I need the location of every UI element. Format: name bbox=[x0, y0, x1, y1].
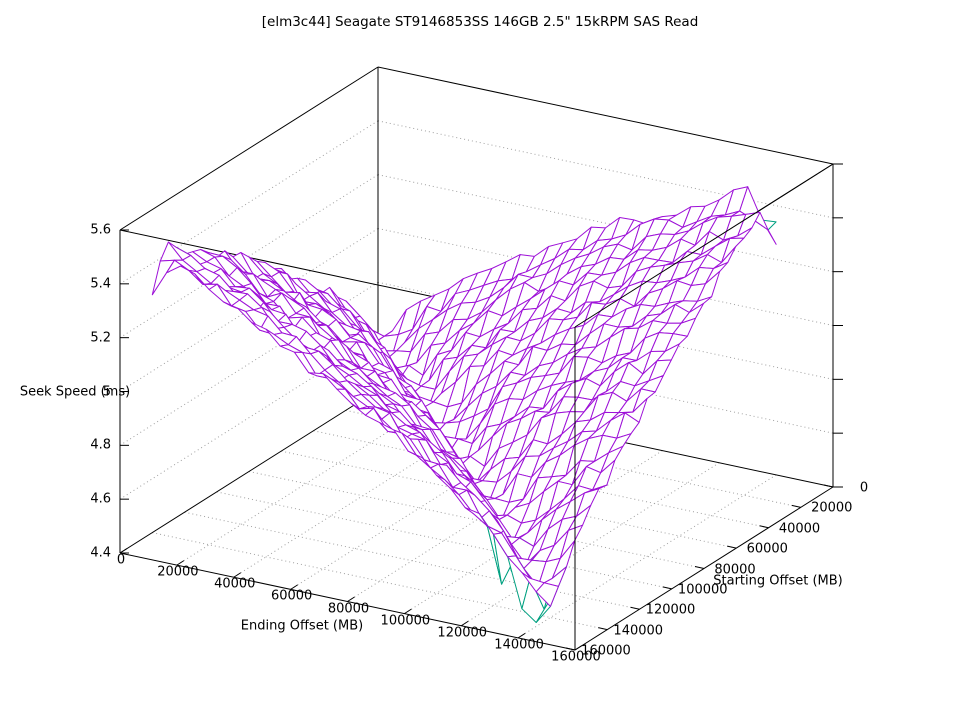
z-axis-label: Seek Speed (ms) bbox=[19, 384, 131, 400]
x-axis-tick-label: 60000 bbox=[270, 588, 313, 604]
y-axis-tick-label: 160000 bbox=[581, 643, 631, 659]
y-axis-tick-label: 60000 bbox=[746, 541, 788, 557]
y-axis-tick-label: 120000 bbox=[645, 602, 696, 618]
x-axis-tick-label: 120000 bbox=[437, 625, 488, 641]
z-axis-tick-label: 4.8 bbox=[90, 437, 111, 453]
y-axis-tick-label: 40000 bbox=[778, 521, 821, 537]
x-axis-label: Ending Offset (MB) bbox=[240, 618, 364, 634]
z-axis-tick-label: 5.4 bbox=[90, 276, 111, 292]
z-axis-tick-label: 5.6 bbox=[90, 222, 111, 238]
x-axis-tick-label: 40000 bbox=[214, 576, 256, 592]
y-axis-tick-label: 80000 bbox=[714, 562, 756, 577]
y-axis-tick-label: 140000 bbox=[613, 623, 664, 639]
z-axis-tick-label: 4.4 bbox=[90, 545, 111, 561]
z-axis-tick-label: 5.2 bbox=[90, 330, 111, 346]
chart-title: [elm3c44] Seagate ST9146853SS 146GB 2.5"… bbox=[261, 14, 699, 30]
x-axis-tick-label: 140000 bbox=[494, 637, 544, 653]
z-axis-tick-label: 4.6 bbox=[90, 491, 111, 507]
y-axis-label: Starting Offset (MB) bbox=[713, 573, 843, 589]
x-axis-tick-label: 160000 bbox=[551, 649, 601, 665]
y-axis-tick-label: 100000 bbox=[677, 582, 728, 598]
x-axis-tick-label: 80000 bbox=[327, 601, 370, 616]
x-axis-tick-label: 100000 bbox=[380, 613, 431, 629]
z-axis-tick-label: 5 bbox=[102, 384, 111, 399]
y-axis-tick-label: 20000 bbox=[811, 500, 853, 516]
x-axis-tick-label: 20000 bbox=[157, 564, 199, 580]
x-axis-tick-label: 0 bbox=[116, 552, 126, 568]
y-axis-tick-label: 0 bbox=[859, 480, 869, 496]
